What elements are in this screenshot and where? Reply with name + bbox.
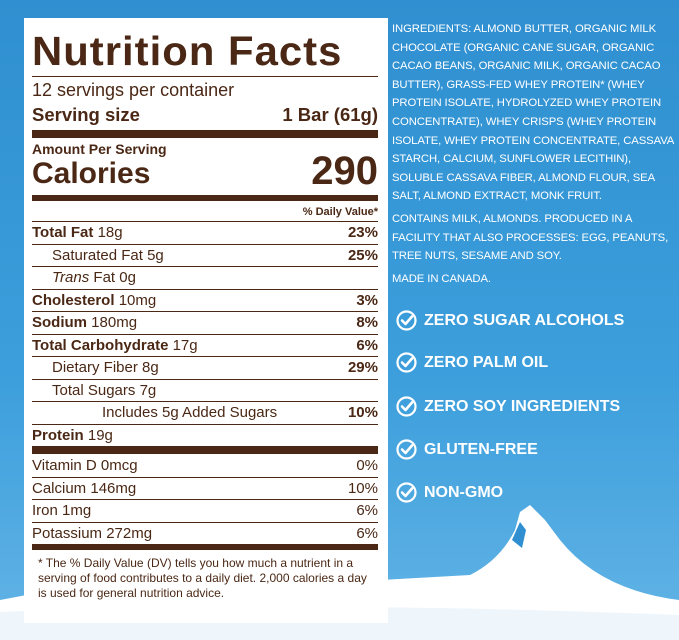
nutrient-label: Cholesterol xyxy=(32,291,115,309)
nutrient-dv: 10% xyxy=(347,404,378,422)
nutrient-row: Total Sugars 7g xyxy=(32,378,378,402)
calories-label: Calories xyxy=(32,157,151,190)
claim: NON-GMO xyxy=(396,482,503,503)
amount-per-serving: Amount Per Serving xyxy=(32,141,167,157)
nutrient-row: Cholesterol 10mg 3% xyxy=(32,288,378,312)
nutrient-dv: 25% xyxy=(347,246,378,264)
daily-value-header: % Daily Value* xyxy=(302,206,378,218)
nutrient-amount: 10mg xyxy=(118,291,157,309)
ingredients: INGREDIENTS: ALMOND BUTTER, ORGANIC MILK… xyxy=(392,23,674,203)
nutrient-amount: 19g xyxy=(87,426,113,444)
claim-text: NON-GMO xyxy=(424,483,504,501)
nutrient-label: Dietary Fiber xyxy=(52,359,138,377)
servings: 12 servings per container xyxy=(32,79,235,100)
nutrition-facts-panel: Nutrition Facts 12 servings per containe… xyxy=(24,18,388,623)
nutrient-amount: 7g xyxy=(139,381,157,399)
nutrient-row: Total Carbohydrate 17g 6% xyxy=(32,333,378,357)
claim: GLUTEN-FREE xyxy=(396,439,538,460)
claim-text: GLUTEN-FREE xyxy=(424,440,538,458)
nutrient-dv: 23% xyxy=(347,224,378,242)
vitamin-label: Calcium xyxy=(32,479,87,497)
nutrient-label: Saturated Fat xyxy=(52,246,143,264)
check-icon xyxy=(396,310,417,331)
nutrient-label: Total Carbohydrate xyxy=(32,336,169,354)
serving-size-value: 1 Bar (61g) xyxy=(282,104,378,125)
ingredients-block: INGREDIENTS: ALMOND BUTTER, ORGANIC MILK… xyxy=(392,20,674,288)
claim-text: ZERO PALM OIL xyxy=(424,353,549,371)
nutrient-label: Sodium xyxy=(32,314,87,332)
vitamin-amount: 0mcg xyxy=(100,456,138,474)
nutrient-label: Includes 5g Added Sugars xyxy=(102,404,278,422)
nutrient-row: Total Fat 18g 23% xyxy=(32,221,378,244)
vitamin-dv: 0% xyxy=(356,456,378,474)
vitamin-amount: 272mg xyxy=(106,524,153,542)
vitamin-amount: 146mg xyxy=(90,479,137,497)
vitamin-row: Iron 1mg 6% xyxy=(32,499,378,522)
nutrient-row: Protein 19g xyxy=(32,423,378,447)
vitamin-label: Iron xyxy=(32,502,58,520)
claim: ZERO SUGAR ALCOHOLS xyxy=(396,310,624,331)
calories-value: 290 xyxy=(311,149,378,193)
panel-title: Nutrition Facts xyxy=(32,28,343,74)
nutrient-dv: 3% xyxy=(356,291,378,309)
nutrient-label: Total Fat xyxy=(32,224,94,242)
claim: ZERO PALM OIL xyxy=(396,352,548,373)
check-icon xyxy=(396,482,417,503)
vitamin-dv: 6% xyxy=(356,502,378,520)
claim-text: ZERO SOY INGREDIENTS xyxy=(424,397,621,415)
nutrient-dv: 29% xyxy=(347,359,378,377)
check-icon xyxy=(396,439,417,460)
nutrient-amount: 8g xyxy=(142,359,159,377)
nutrient-amount: 180mg xyxy=(91,314,138,332)
claim-text: ZERO SUGAR ALCOHOLS xyxy=(424,311,625,329)
nutrient-row: Includes 5g Added Sugars 10% xyxy=(32,401,378,424)
serving-size-label: Serving size xyxy=(32,104,140,125)
nutrient-dv: 8% xyxy=(356,314,378,332)
vitamin-row: Vitamin D 0mcg 0% xyxy=(32,454,378,477)
nutrient-label: Protein xyxy=(32,426,84,444)
nutrient-amount: 17g xyxy=(172,336,198,354)
claim: ZERO SOY INGREDIENTS xyxy=(396,396,620,417)
calories: Calories 290 xyxy=(32,151,378,191)
vitamin-dv: 10% xyxy=(347,479,378,497)
nutrient-label: Fat xyxy=(93,269,116,287)
nutrient-row: Dietary Fiber 8g 29% xyxy=(32,356,378,379)
vitamin-label: Potassium xyxy=(32,524,103,542)
vitamin-dv: 6% xyxy=(356,524,378,542)
origin: MADE IN CANADA. xyxy=(392,272,491,285)
nutrient-row: Saturated Fat 5g 25% xyxy=(32,243,378,267)
vitamin-label: Vitamin D xyxy=(32,456,97,474)
nutrient-amount: 0g xyxy=(119,269,136,287)
vitamin-row: Calcium 146mg 10% xyxy=(32,476,378,500)
nutrient-amount: 18g xyxy=(97,224,123,242)
nutrient-label: Total Sugars xyxy=(52,381,136,399)
footnote: * The % Daily Value (DV) tells you how m… xyxy=(38,556,367,600)
nutrient-label-prefix: Trans xyxy=(52,269,90,287)
nutrient-row: Sodium 180mg 8% xyxy=(32,311,378,334)
check-icon xyxy=(396,352,417,373)
vitamin-row: Potassium 272mg 6% xyxy=(32,521,378,545)
check-icon xyxy=(396,396,417,417)
vitamin-amount: 1mg xyxy=(62,502,92,520)
nutrient-amount: 5g xyxy=(147,246,164,264)
serving-size: Serving size 1 Bar (61g) xyxy=(32,103,378,127)
nutrient-row: Trans Fat 0g xyxy=(32,266,378,289)
allergens: CONTAINS MILK, ALMONDS. PRODUCED IN A FA… xyxy=(392,212,669,263)
nutrient-dv: 6% xyxy=(356,336,378,354)
